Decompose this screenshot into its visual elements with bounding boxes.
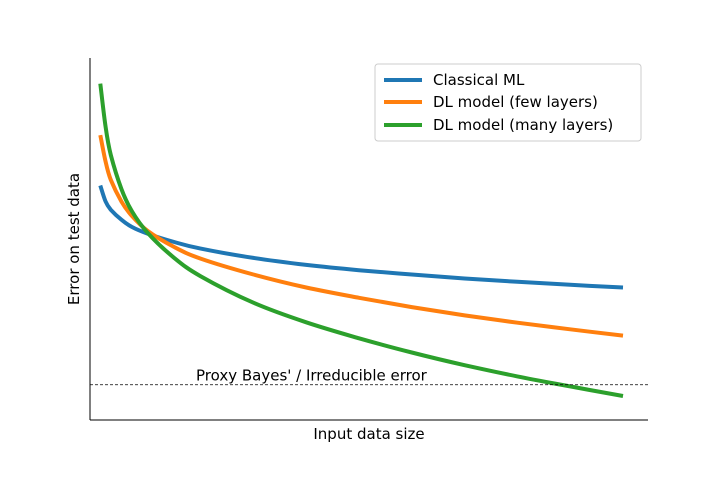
legend: Classical ML DL model (few layers) DL mo… [374,63,642,142]
series-line-2 [98,83,624,398]
legend-box [374,63,642,142]
x-axis-label: Input data size [313,425,424,443]
y-axis-label: Error on test data [65,173,83,305]
legend-entry-label: DL model (few layers) [433,93,598,111]
plot-area [98,83,624,398]
legend-entry-label: DL model (many layers) [433,116,613,134]
bayes-error-label: Proxy Bayes' / Irreducible error [196,367,428,385]
bayes-error-annotation: Proxy Bayes' / Irreducible error [90,367,648,386]
series-line-1 [98,134,624,338]
series-line-0 [98,184,624,290]
legend-entry-label: Classical ML [433,71,525,89]
